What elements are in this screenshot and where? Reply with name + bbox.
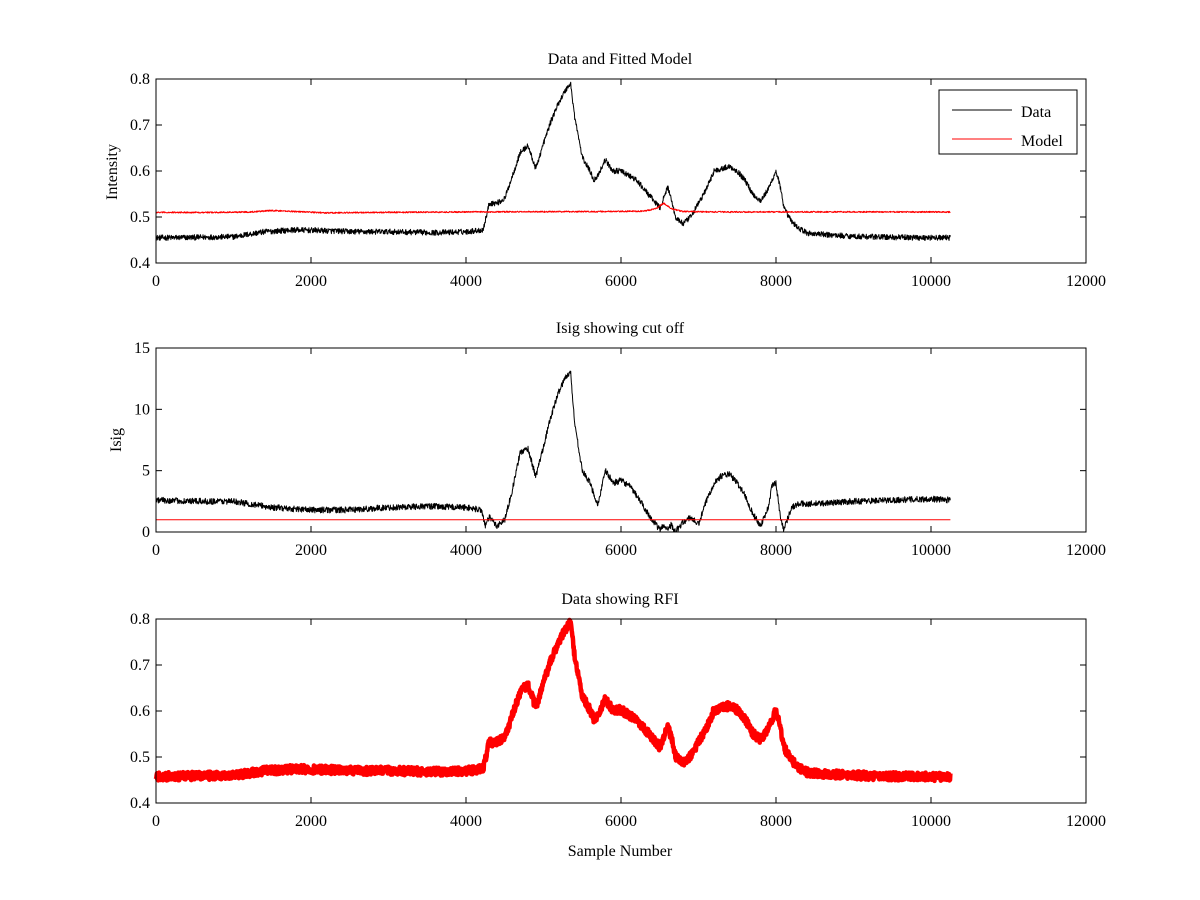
x-tick-label: 4000 [450,273,482,290]
legend-box [938,89,1078,155]
legend: Data Model [938,89,1078,155]
series-line-model [155,202,951,214]
series-line-data [155,81,951,241]
x-tick-label: 2000 [295,273,327,290]
x-tick-label: 8000 [760,813,792,830]
y-tick-label: 0.8 [130,71,150,88]
x-tick-label: 10000 [911,813,951,830]
y-tick-label: 0 [142,524,150,541]
chart-title: Isig showing cut off [556,320,685,337]
x-tick-label: 12000 [1066,542,1106,559]
x-tick-label: 0 [152,813,160,830]
x-tick-label: 12000 [1066,813,1106,830]
x-tick-label: 6000 [605,813,637,830]
chart-title: Data and Fitted Model [548,51,693,68]
series-line-isig [155,370,951,533]
plot-frame [155,347,1087,533]
panel-data-and-fitted-model: Data and Fitted Model Intensity 0 2000 400… [104,51,1106,290]
y-tick-label: 5 [142,463,150,480]
panel-data-showing-rfi: Data showing RFI 0 2000 4000 6000 8000 10000 1… [130,591,1106,860]
panel-isig-showing-cut-off: Isig showing cut off Isig 0 2000 4000 6000 8… [108,320,1106,559]
legend-entry-model: Model [1021,133,1063,150]
series-group [155,81,951,241]
y-axis-label: Isig [108,428,125,452]
x-tick-label: 12000 [1066,273,1106,290]
x-tick-label: 10000 [911,273,951,290]
series-group [155,370,951,533]
x-tick-label: 0 [152,273,160,290]
y-tick-label: 0.7 [130,657,150,674]
y-tick-label: 10 [134,401,150,418]
y-tick-label: 0.4 [130,795,150,812]
y-tick-label: 0.4 [130,255,150,272]
x-axis-label: Sample Number [568,843,673,860]
series-group [153,617,953,784]
legend-entry-data: Data [1021,104,1051,121]
y-tick-label: 0.5 [130,209,150,226]
y-tick-label: 0.6 [130,703,150,720]
plot-frame [155,618,1087,804]
tick-group: 0 2000 4000 6000 8000 10000 12000 0 5 10 15 [134,340,1106,559]
x-tick-label: 2000 [295,813,327,830]
y-axis-label: Intensity [104,144,121,200]
x-tick-label: 10000 [911,542,951,559]
y-tick-label: 0.8 [130,611,150,628]
x-tick-label: 8000 [760,273,792,290]
chart-title: Data showing RFI [561,591,678,608]
x-tick-label: 6000 [605,542,637,559]
tick-group: 0 2000 4000 6000 8000 10000 12000 0.4 0.5 0.6 0.7 0… [130,71,1106,290]
tick-group: 0 2000 4000 6000 8000 10000 12000 0.4 0.5 0.6 0.7 0… [130,611,1106,830]
x-tick-label: 4000 [450,542,482,559]
y-tick-label: 0.7 [130,117,150,134]
x-tick-label: 4000 [450,813,482,830]
x-tick-label: 0 [152,542,160,559]
series-line-rfi [153,617,953,784]
x-tick-label: 8000 [760,542,792,559]
x-tick-label: 6000 [605,273,637,290]
y-tick-label: 15 [134,340,150,357]
x-tick-label: 2000 [295,542,327,559]
y-tick-label: 0.5 [130,749,150,766]
y-tick-label: 0.6 [130,163,150,180]
plot-frame [155,78,1087,264]
